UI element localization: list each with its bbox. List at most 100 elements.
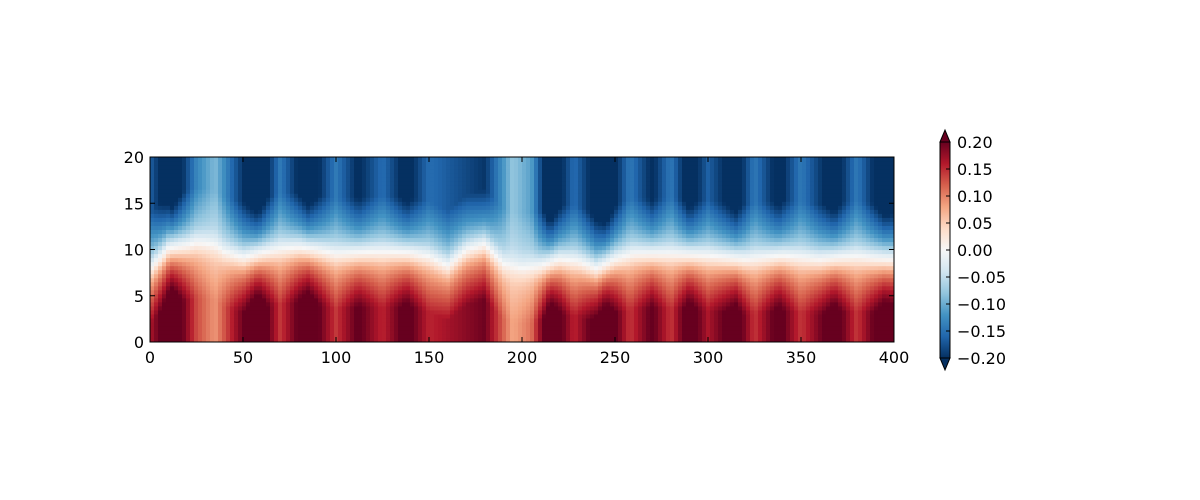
heatmap-cell [250,257,255,263]
heatmap-cell [510,257,515,263]
heatmap-cell [526,329,531,335]
heatmap-cell [278,165,283,170]
heatmap-cell [446,269,451,275]
heatmap-cell [266,205,271,210]
heatmap-cell [574,189,579,194]
heatmap-cell [162,245,167,251]
heatmap-cell [530,309,535,315]
heatmap-cell [382,173,387,178]
heatmap-cell [574,205,579,210]
heatmap-cell [450,249,455,255]
heatmap-cell [150,209,155,214]
heatmap-cell [502,217,507,222]
heatmap-cell [314,157,319,162]
heatmap-cell [530,317,535,323]
heatmap-cell [570,209,575,214]
heatmap-cell [234,177,239,182]
heatmap-cell [546,217,551,222]
heatmap-cell [170,209,175,214]
heatmap-cell [550,293,555,299]
heatmap-cell [522,185,527,190]
heatmap-cell [306,205,311,210]
heatmap-cell [442,305,447,311]
heatmap-cell [446,197,451,202]
heatmap-cell [418,241,423,247]
heatmap-cell [238,321,243,327]
heatmap-cell [534,277,539,283]
heatmap-cell [398,273,403,279]
heatmap-cell [386,193,391,198]
heatmap-cell [570,309,575,315]
heatmap-cell [394,245,399,251]
heatmap-cell [386,189,391,194]
heatmap-cell [298,309,303,315]
heatmap-cell [198,257,203,263]
heatmap-cell [322,161,327,166]
heatmap-cell [410,329,415,335]
heatmap-cell [422,265,427,271]
heatmap-cell [574,337,579,342]
heatmap-cell [470,333,475,339]
heatmap-cell [374,297,379,303]
heatmap-cell [294,277,299,283]
heatmap-cell [334,317,339,323]
heatmap-cell [458,337,463,342]
heatmap-cell [254,209,259,214]
heatmap-cell [186,337,191,342]
heatmap-cell [230,253,235,259]
heatmap-cell [402,297,407,303]
heatmap-cell [426,317,431,323]
heatmap-cell [418,217,423,222]
heatmap-cell [334,313,339,319]
heatmap-cell [398,177,403,182]
heatmap-cell [338,249,343,255]
heatmap-cell [310,305,315,311]
heatmap-cell [402,257,407,263]
heatmap-cell [574,321,579,327]
heatmap-cell [534,213,539,218]
heatmap-cell [454,261,459,267]
heatmap-cell [346,245,351,251]
heatmap-cell [554,329,559,335]
heatmap-cell [410,197,415,202]
heatmap-cell [282,329,287,335]
heatmap-cell [514,249,519,255]
heatmap-cell [378,333,383,339]
heatmap-cell [382,261,387,267]
heatmap-cell [326,225,331,230]
heatmap-cell [178,197,183,202]
heatmap-cell [550,233,555,239]
heatmap-cell [354,177,359,182]
heatmap-cell [558,209,563,214]
heatmap-cell [210,329,215,335]
heatmap-cell [470,201,475,206]
heatmap-cell [442,265,447,271]
heatmap-cell [166,273,171,279]
heatmap-cell [510,161,515,166]
heatmap-cell [518,289,523,295]
heatmap-cell [302,205,307,210]
heatmap-cell [574,165,579,170]
heatmap-cell [306,181,311,186]
heatmap-cell [534,177,539,182]
heatmap-cell [474,249,479,255]
heatmap-cell [306,209,311,214]
heatmap-cell [454,337,459,342]
heatmap-cell [418,329,423,335]
heatmap-cell [458,201,463,206]
heatmap-cell [426,165,431,170]
heatmap-cell [458,221,463,226]
heatmap-cell [214,245,219,251]
heatmap-cell [410,185,415,190]
heatmap-cell [150,189,155,194]
heatmap-cell [266,249,271,255]
heatmap-cell [246,161,251,166]
heatmap-cell [398,257,403,263]
heatmap-cell [466,309,471,315]
heatmap-cell [514,297,519,303]
heatmap-cell [322,169,327,174]
heatmap-cell [174,161,179,166]
heatmap-cell [170,261,175,267]
heatmap-cell [466,225,471,230]
heatmap-cell [562,237,567,243]
